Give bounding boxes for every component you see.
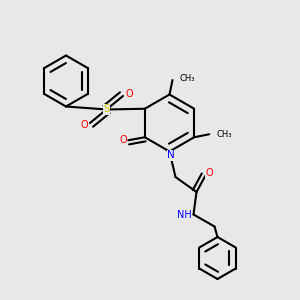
Text: O: O [125,88,133,99]
Text: S: S [103,104,110,115]
Text: O: O [205,167,213,178]
Text: O: O [80,120,88,130]
Text: N: N [167,150,175,161]
Text: O: O [119,135,127,145]
Text: CH₃: CH₃ [179,74,195,83]
Text: NH: NH [176,209,191,220]
Text: CH₃: CH₃ [217,130,232,139]
